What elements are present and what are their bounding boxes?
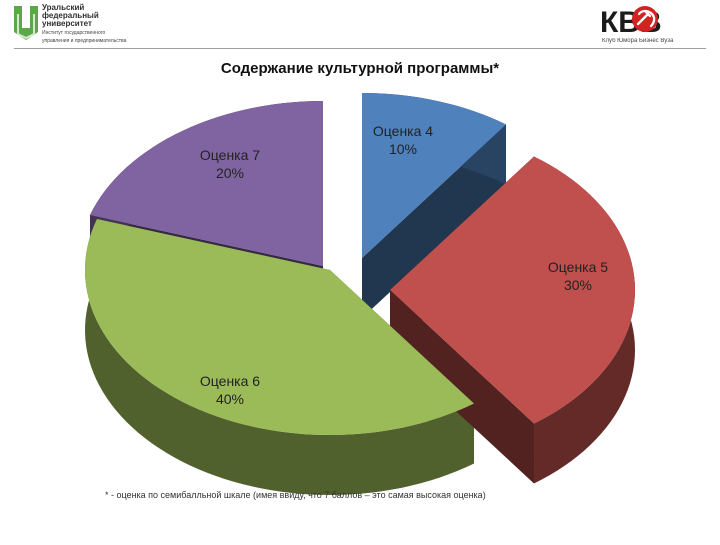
slice-label-7: Оценка 7 20% <box>180 146 280 182</box>
slice-label-7-value: 20% <box>215 165 245 181</box>
urfu-subtext-2: управления и предпринимательства <box>42 38 127 44</box>
slice-label-6-name: Оценка 6 <box>199 373 261 389</box>
slice-label-6-value: 40% <box>215 391 245 407</box>
slice-label-5: Оценка 5 30% <box>528 258 628 294</box>
slice-label-7-name: Оценка 7 <box>199 147 261 163</box>
urfu-line-3: университет <box>42 19 92 28</box>
slice-label-4: Оценка 4 10% <box>353 122 453 158</box>
kvb-logo-icon: КВВ <box>600 6 662 36</box>
kvb-caption: Клуб Юмора Бизнес Вуза <box>602 38 674 44</box>
urfu-logo-icon <box>14 6 38 40</box>
pie-slice-оценка-6 <box>85 219 475 435</box>
pie-slice-оценка-6-side <box>85 219 475 495</box>
pie-slice-оценка-7 <box>89 101 324 266</box>
header-divider <box>14 48 706 49</box>
slice-label-5-value: 30% <box>563 277 593 293</box>
header-right-logo: КВВ Клуб Юмора Бизнес Вуза <box>600 4 708 46</box>
slice-label-4-name: Оценка 4 <box>372 123 434 139</box>
slice-label-4-value: 10% <box>388 141 418 157</box>
slice-label-6: Оценка 6 40% <box>180 372 280 408</box>
chart-title: Содержание культурной программы* <box>220 60 500 77</box>
urfu-line-1: Уральский <box>42 3 85 12</box>
header-left-logo: Уральский федеральный университет Инстит… <box>12 4 162 48</box>
urfu-line-2: федеральный <box>42 11 99 20</box>
urfu-subtext-1: Институт государственного <box>42 30 106 36</box>
urfu-text: Уральский федеральный университет Инстит… <box>42 4 162 44</box>
chart-footnote: * - оценка по семибалльной шкале (имея в… <box>105 490 486 500</box>
pie-slice-оценка-4 <box>362 93 507 258</box>
pie-slice-оценка-5 <box>390 156 635 424</box>
slice-label-5-name: Оценка 5 <box>547 259 609 275</box>
pie-slice-оценка-5-radial-end <box>390 290 535 484</box>
pie-slice-оценка-4-radial-end <box>362 124 507 318</box>
